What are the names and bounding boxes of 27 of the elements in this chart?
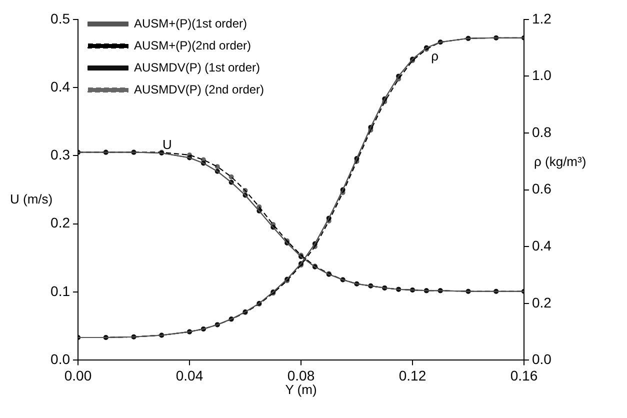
y-tick-label: 0.3 — [50, 146, 70, 163]
y2-axis-title: ρ (kg/m³) — [534, 154, 586, 170]
y-tick-label: 0.4 — [50, 78, 70, 94]
y-axis-title: U (m/s) — [10, 192, 53, 207]
x-tick-label: 0.04 — [176, 367, 204, 384]
annotation: U — [162, 137, 172, 152]
x-tick-label: 0.16 — [510, 367, 538, 384]
y2-tick-label: 0.2 — [532, 294, 552, 310]
y-tick-label: 0.5 — [50, 10, 70, 26]
y2-tick-label: 1.2 — [532, 10, 552, 26]
x-tick-label: 0.08 — [287, 367, 315, 384]
annotation: ρ — [431, 48, 439, 64]
y-tick-label: 0.0 — [50, 351, 70, 368]
y2-tick-label: 0.4 — [532, 237, 552, 254]
legend-label: AUSMDV(P) (2nd order) — [134, 82, 264, 96]
y-tick-label: 0.1 — [50, 282, 70, 299]
y2-tick-label: 0.6 — [532, 180, 552, 197]
legend-label: AUSM+(P)(2nd order) — [134, 38, 252, 52]
y2-tick-label: 0.8 — [532, 124, 552, 140]
legend-label: AUSMDV(P) (1st order) — [134, 60, 260, 74]
legend-label: AUSM+(P)(1st order) — [134, 16, 248, 30]
y2-tick-label: 1.0 — [532, 67, 552, 84]
x-axis-title: Y (m) — [285, 382, 317, 397]
y-tick-label: 0.2 — [50, 214, 70, 231]
y2-tick-label: 0.0 — [532, 351, 552, 368]
x-tick-label: 0.00 — [64, 367, 92, 384]
x-tick-label: 0.12 — [398, 367, 426, 384]
